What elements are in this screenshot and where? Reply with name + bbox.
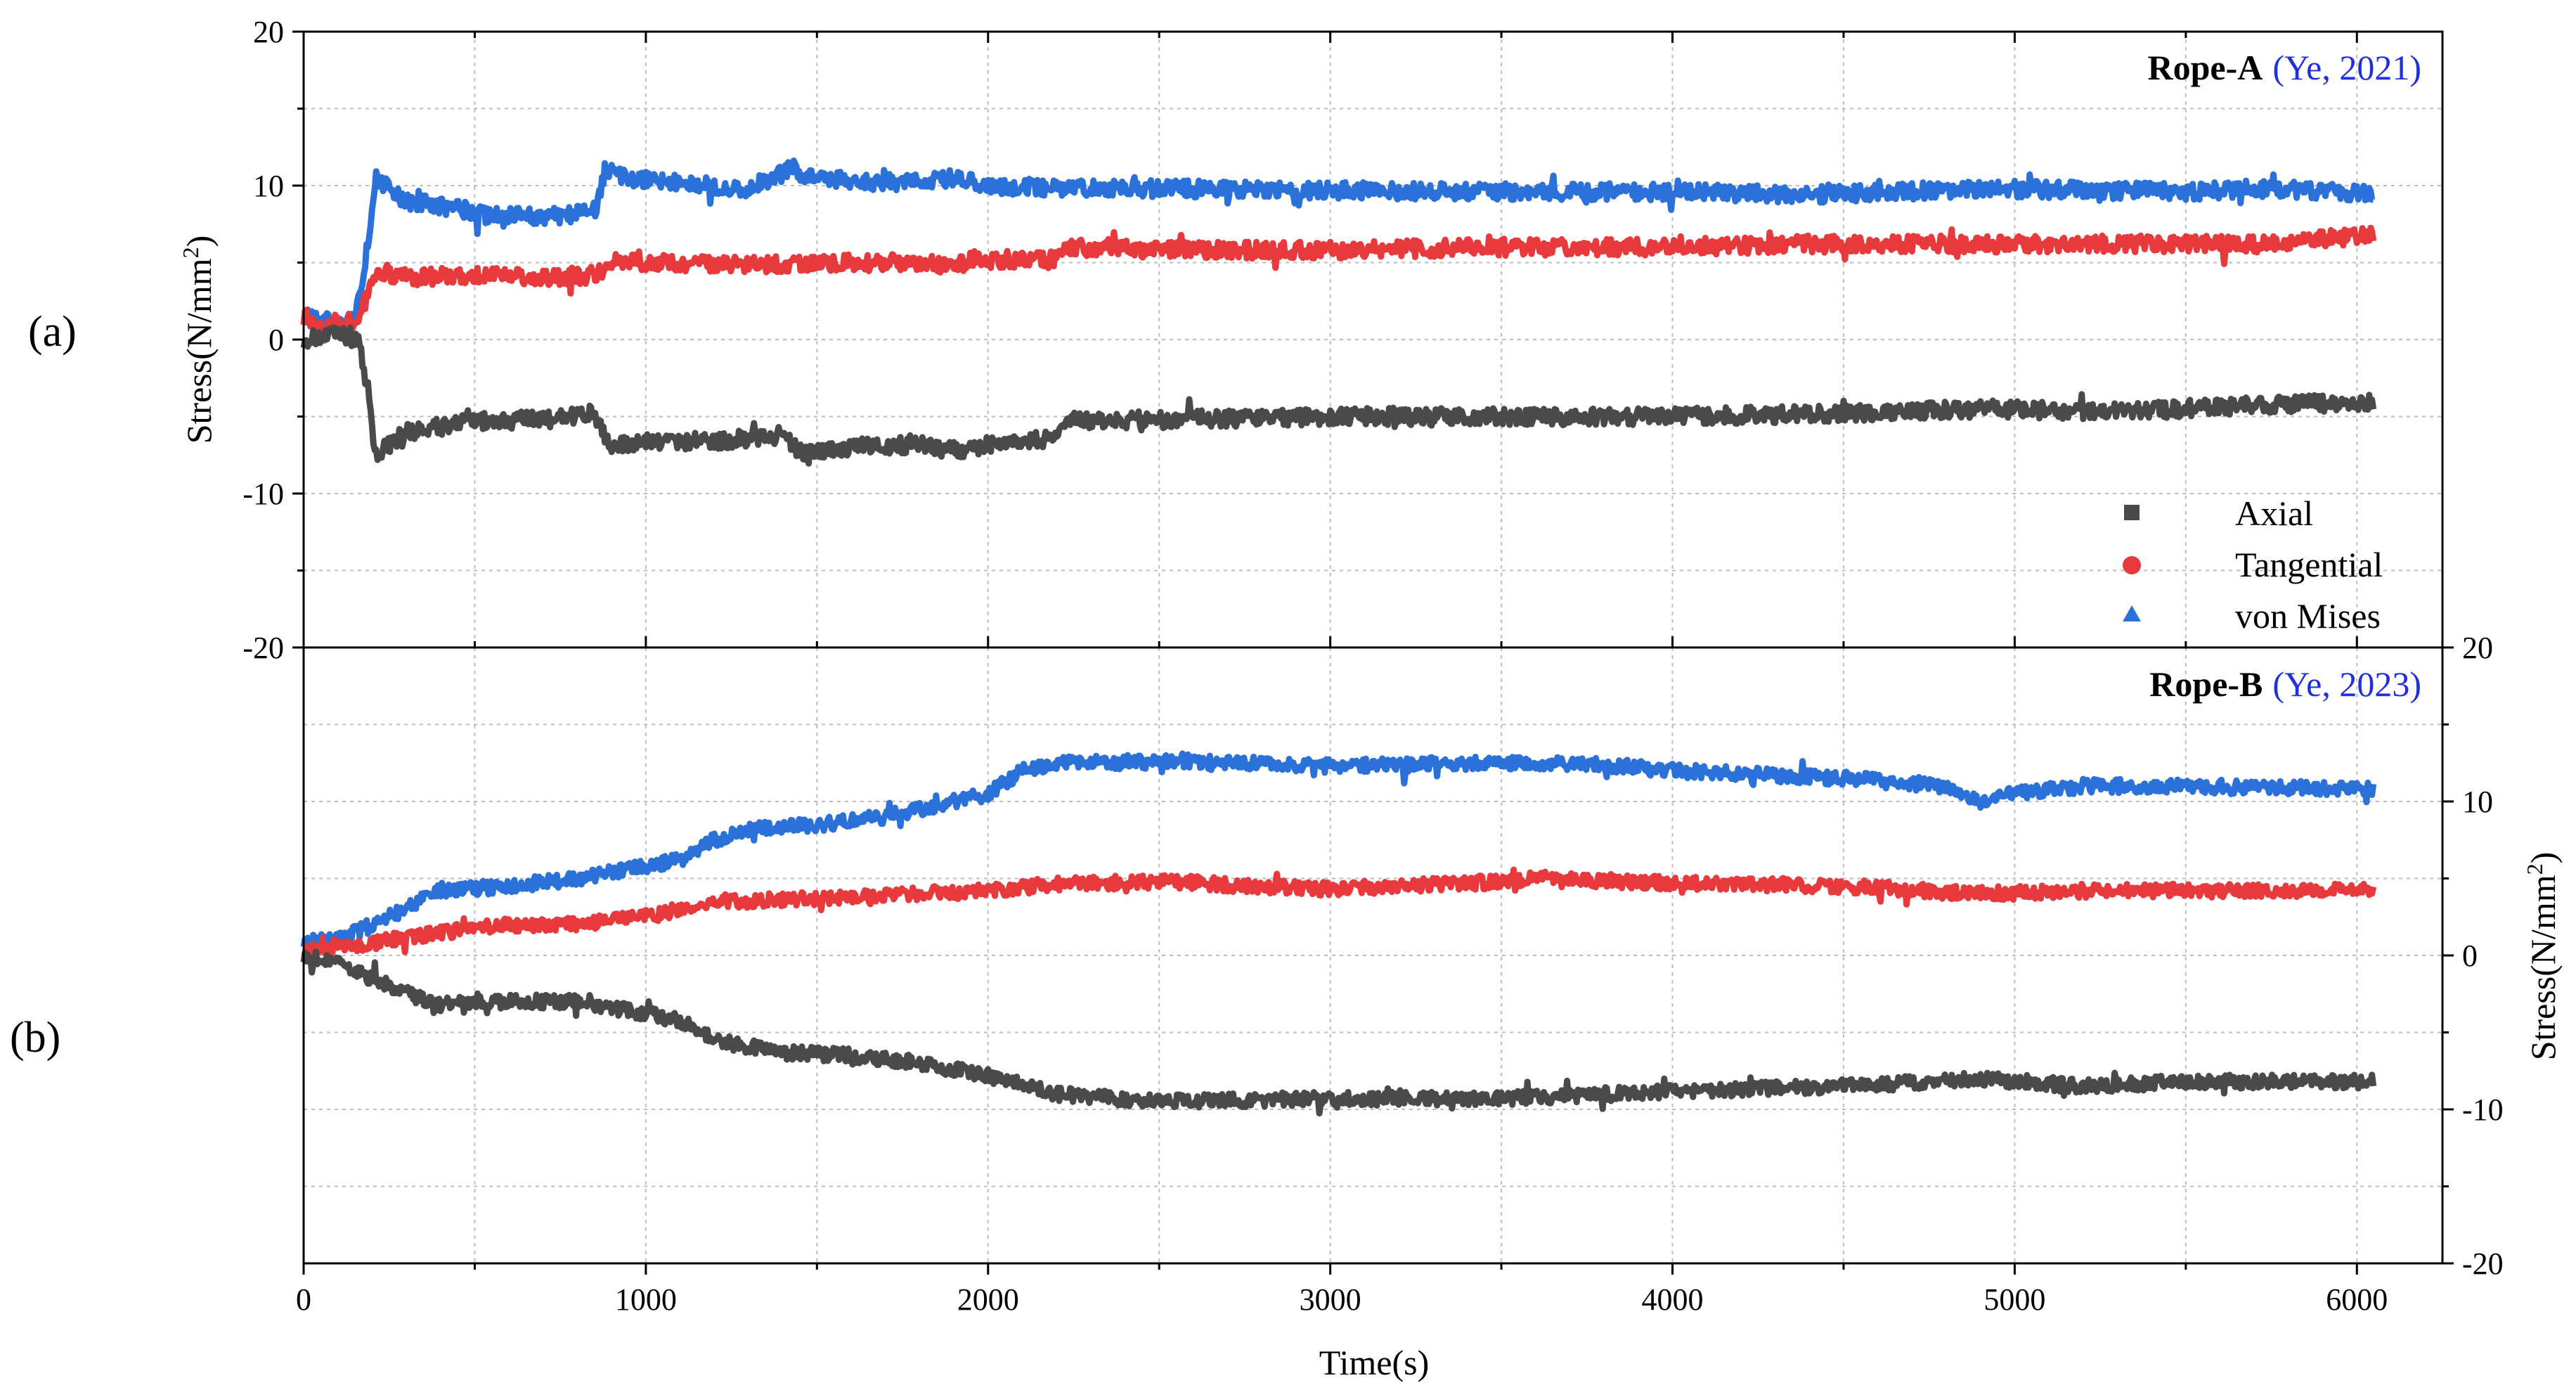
legend: Axial Tangential von Mises bbox=[2123, 494, 2383, 636]
y-tick-label: 20 bbox=[253, 15, 284, 49]
panel-b-title: Rope-B (Ye, 2023) bbox=[2149, 664, 2421, 704]
y-tick-label: -10 bbox=[2462, 1093, 2504, 1127]
panel-a-y-ticks: -20 -10 0 10 20 bbox=[242, 15, 304, 665]
panel-b-y-axis-title: Stress(N/mm2) bbox=[2522, 852, 2563, 1061]
x-axis-title: Time(s) bbox=[1319, 1343, 1430, 1382]
y-tick-label: 10 bbox=[2462, 785, 2493, 819]
series-line-von-mises bbox=[300, 157, 2376, 331]
panel-a-title: Rope-A (Ye, 2021) bbox=[2148, 48, 2421, 87]
legend-label-tangential: Tangential bbox=[2235, 545, 2383, 584]
rope-b-title: Rope-B bbox=[2149, 664, 2263, 704]
y-tick-label: -20 bbox=[242, 631, 284, 665]
legend-label-von-mises: von Mises bbox=[2235, 596, 2381, 636]
x-tick-label: 2000 bbox=[957, 1282, 1019, 1317]
panel-b-y-ticks: -20 -10 0 10 20 bbox=[2442, 631, 2504, 1281]
panel-a-rope-a: -20 -10 0 10 20 Stress(N/mm2) (a) Rope-A (Ye,… bbox=[28, 15, 2444, 665]
legend-marker-tangential bbox=[2123, 556, 2141, 574]
y-tick-label: -10 bbox=[242, 477, 284, 511]
rope-a-title: Rope-A bbox=[2148, 48, 2263, 87]
y-tick-label: -20 bbox=[2462, 1246, 2504, 1281]
legend-marker-axial bbox=[2124, 505, 2140, 520]
legend-marker-von-mises bbox=[2123, 605, 2141, 621]
x-axis-ticks: 0 1000 2000 3000 4000 5000 6000 bbox=[296, 32, 2388, 1317]
x-tick-label: 4000 bbox=[1642, 1282, 1704, 1317]
x-tick-label: 5000 bbox=[1983, 1282, 2045, 1317]
legend-label-axial: Axial bbox=[2235, 494, 2313, 533]
series-line-tangential bbox=[300, 224, 2377, 344]
panel-b-grid bbox=[304, 647, 2442, 1263]
rope-b-citation: (Ye, 2023) bbox=[2272, 664, 2421, 704]
panel-a-y-axis-title: Stress(N/mm2) bbox=[178, 236, 219, 444]
panel-a-grid bbox=[304, 32, 2442, 647]
rope-a-citation: (Ye, 2021) bbox=[2272, 48, 2421, 87]
series-line-axial bbox=[300, 948, 2377, 1117]
panel-a-series bbox=[300, 157, 2377, 467]
y-tick-label: 10 bbox=[253, 169, 284, 203]
series-line-von-mises bbox=[300, 750, 2377, 950]
y-tick-label: 0 bbox=[2462, 939, 2478, 973]
panel-b-series bbox=[300, 750, 2377, 1117]
series-line-tangential bbox=[301, 866, 2377, 958]
y-tick-label: 0 bbox=[268, 323, 284, 357]
x-tick-label: 6000 bbox=[2326, 1282, 2388, 1317]
panel-b-rope-b: -20 -10 0 10 20 Stress(N/mm2) (b) Rope-B (Ye,… bbox=[10, 631, 2563, 1281]
panel-b-label: (b) bbox=[10, 1014, 60, 1062]
y-tick-label: 20 bbox=[2462, 631, 2493, 665]
x-tick-label: 0 bbox=[296, 1282, 311, 1317]
series-line-axial bbox=[300, 324, 2377, 467]
panel-a-label: (a) bbox=[28, 308, 77, 356]
x-tick-label: 3000 bbox=[1300, 1282, 1361, 1317]
x-tick-label: 1000 bbox=[615, 1282, 677, 1317]
